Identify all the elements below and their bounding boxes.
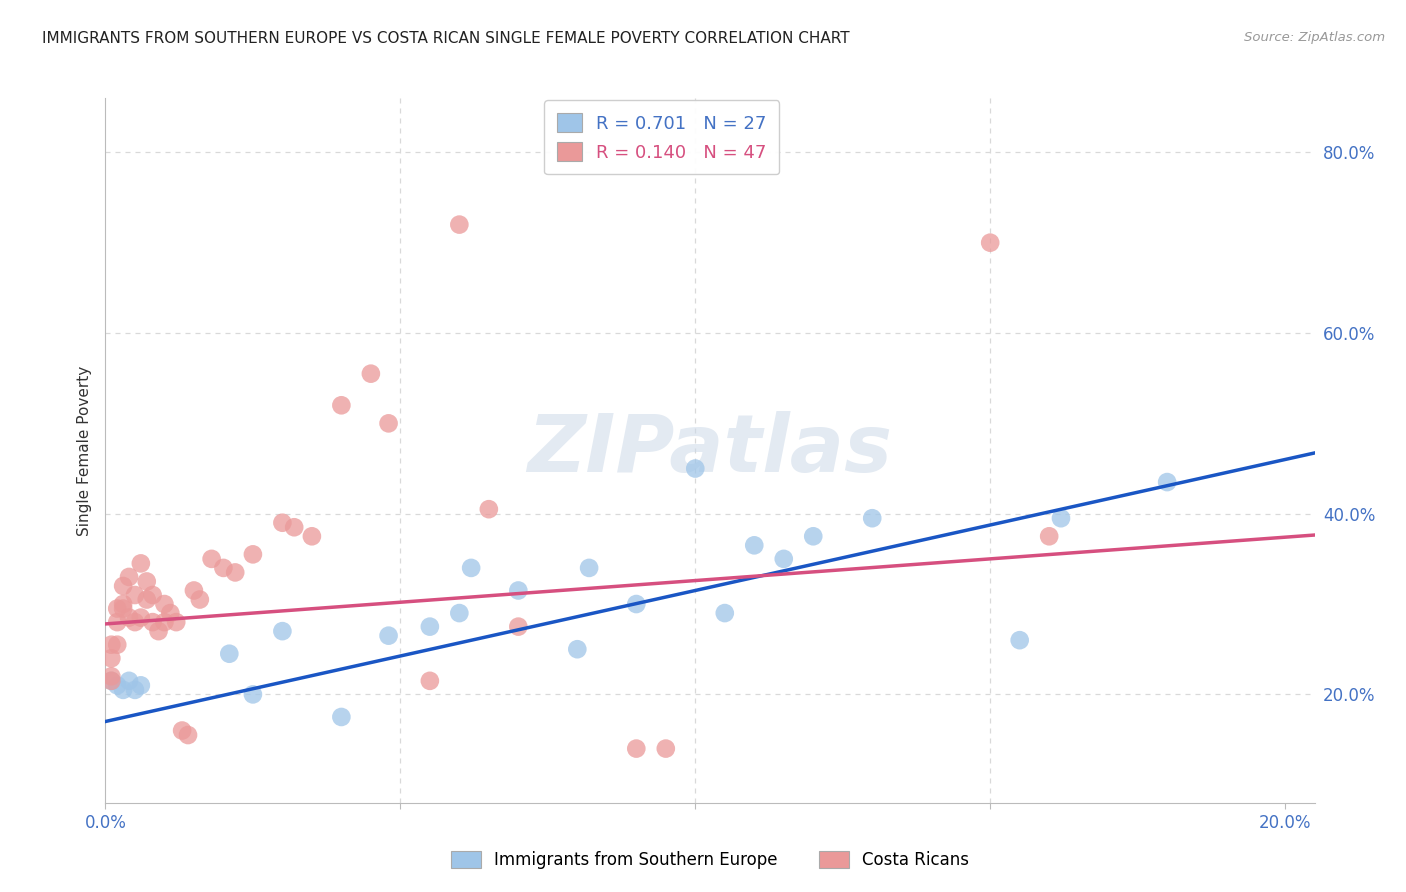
Point <box>165 615 187 629</box>
Point <box>508 583 530 598</box>
Point <box>159 606 181 620</box>
Point <box>100 669 122 683</box>
Point <box>330 710 353 724</box>
Point <box>1008 633 1031 648</box>
Point <box>283 520 305 534</box>
Point <box>460 561 482 575</box>
Point <box>118 610 141 624</box>
Point <box>105 638 128 652</box>
Point <box>478 502 501 516</box>
Point <box>188 592 211 607</box>
Point <box>301 529 323 543</box>
Point <box>105 678 128 692</box>
Point <box>449 218 471 232</box>
Point <box>124 588 146 602</box>
Legend: Immigrants from Southern Europe, Costa Ricans: Immigrants from Southern Europe, Costa R… <box>444 844 976 876</box>
Point <box>218 647 240 661</box>
Point <box>377 417 399 431</box>
Point <box>242 687 264 701</box>
Point <box>183 583 205 598</box>
Point <box>713 606 735 620</box>
Point <box>626 597 648 611</box>
Point <box>118 570 141 584</box>
Point <box>153 597 176 611</box>
Point <box>626 741 648 756</box>
Point <box>271 624 294 639</box>
Point <box>135 592 157 607</box>
Text: Source: ZipAtlas.com: Source: ZipAtlas.com <box>1244 31 1385 45</box>
Point <box>772 552 794 566</box>
Point <box>655 741 678 756</box>
Point <box>419 673 441 688</box>
Point <box>201 552 224 566</box>
Point <box>242 547 264 561</box>
Point <box>135 574 157 589</box>
Point <box>112 601 135 615</box>
Point <box>172 723 194 738</box>
Point <box>100 651 122 665</box>
Point <box>142 588 165 602</box>
Point <box>742 538 765 552</box>
Point <box>449 606 471 620</box>
Point <box>360 367 382 381</box>
Point <box>112 682 135 697</box>
Y-axis label: Single Female Poverty: Single Female Poverty <box>76 366 91 535</box>
Point <box>118 673 141 688</box>
Point <box>801 529 824 543</box>
Point <box>112 579 135 593</box>
Point <box>124 615 146 629</box>
Point <box>100 673 122 688</box>
Point <box>377 629 399 643</box>
Point <box>567 642 589 657</box>
Point <box>100 638 122 652</box>
Point <box>1038 529 1060 543</box>
Point <box>224 566 246 580</box>
Point <box>112 597 135 611</box>
Point <box>153 615 176 629</box>
Point <box>1050 511 1073 525</box>
Point <box>129 678 152 692</box>
Point <box>578 561 600 575</box>
Point <box>142 615 165 629</box>
Point <box>129 610 152 624</box>
Point <box>979 235 1001 250</box>
Point <box>100 673 122 688</box>
Text: ZIPatlas: ZIPatlas <box>527 411 893 490</box>
Point <box>330 398 353 412</box>
Point <box>129 557 152 571</box>
Point <box>508 620 530 634</box>
Point <box>105 601 128 615</box>
Point <box>177 728 200 742</box>
Point <box>148 624 170 639</box>
Point <box>860 511 883 525</box>
Point <box>1156 475 1178 489</box>
Point <box>212 561 235 575</box>
Text: IMMIGRANTS FROM SOUTHERN EUROPE VS COSTA RICAN SINGLE FEMALE POVERTY CORRELATION: IMMIGRANTS FROM SOUTHERN EUROPE VS COSTA… <box>42 31 849 46</box>
Point <box>271 516 294 530</box>
Point <box>105 615 128 629</box>
Point <box>124 682 146 697</box>
Point <box>685 461 707 475</box>
Point <box>419 620 441 634</box>
